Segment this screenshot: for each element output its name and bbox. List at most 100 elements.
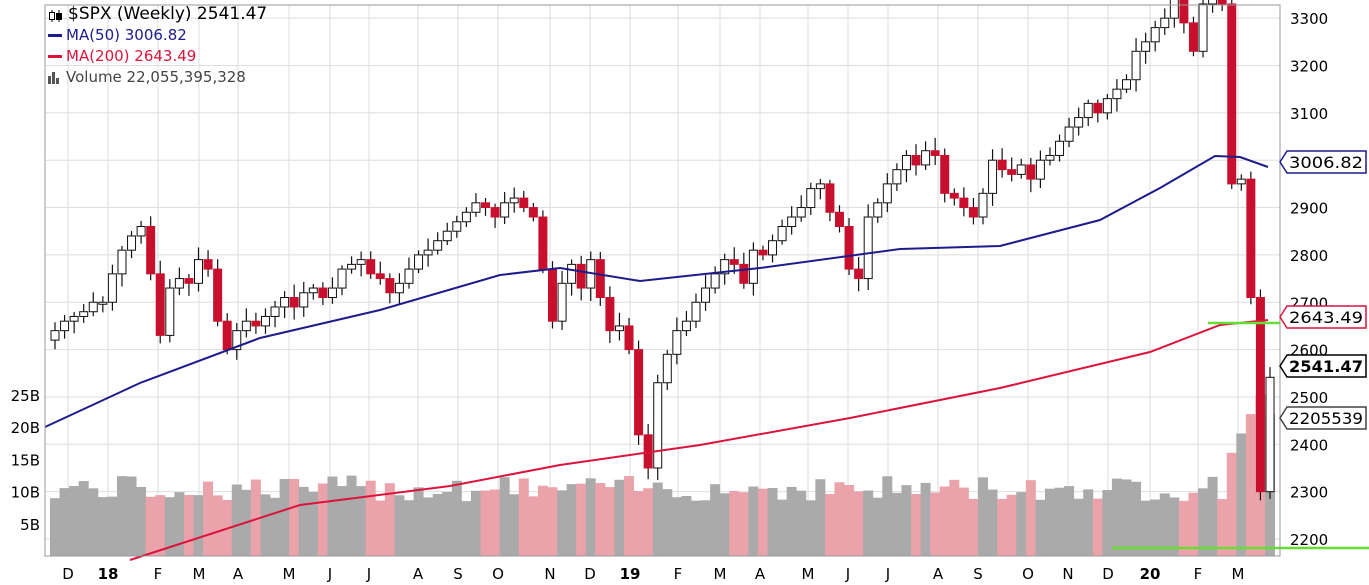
candle-body [1093, 102, 1103, 114]
volume-bar [1188, 492, 1199, 556]
candle-body [1169, 0, 1179, 19]
price-tick-label: 2300 [1290, 484, 1328, 502]
volume-bar [1111, 478, 1122, 556]
candle-body [1026, 164, 1036, 180]
volume-bar [1083, 489, 1094, 556]
month-label: J [327, 565, 332, 583]
candle-body [968, 207, 978, 218]
candle-body [222, 320, 232, 351]
volume-bars [50, 394, 1275, 556]
volume-bar [375, 500, 386, 556]
month-label: F [1194, 565, 1203, 583]
candle-body [471, 202, 481, 213]
volume-bar [97, 497, 108, 556]
candle-body [739, 263, 749, 284]
volume-bar [1054, 487, 1065, 556]
month-label: 18 [98, 565, 119, 583]
volume-bar [1006, 494, 1017, 556]
candle-body [787, 216, 797, 227]
candle-body [356, 259, 366, 265]
candle-body [528, 207, 538, 218]
month-label: N [544, 565, 555, 583]
volume-bar [987, 489, 998, 556]
candle-body [194, 259, 204, 284]
candle-body [1102, 98, 1112, 114]
volume-bar [796, 490, 807, 556]
candle-body [844, 225, 854, 270]
candle-body [213, 268, 223, 322]
candle-body [901, 154, 911, 171]
volume-bar [844, 484, 855, 556]
value-tags: 3006.82 2643.49 2541.47 2205539 [1279, 150, 1367, 430]
volume-bar [499, 477, 510, 556]
candle-body [289, 297, 299, 308]
candle-body [280, 297, 290, 308]
candle-body [50, 330, 60, 341]
volume-bar [327, 476, 338, 556]
volume-bar [710, 484, 721, 556]
volume-bar [432, 493, 443, 556]
volume-bar [384, 483, 395, 556]
candle-body [385, 278, 395, 294]
candle-body [1016, 164, 1026, 175]
month-label: S [973, 565, 983, 583]
candle-body [701, 287, 711, 303]
month-label: M [283, 565, 296, 583]
candle-body [949, 192, 959, 199]
candle-body [547, 268, 557, 322]
volume-tick-label: 20B [11, 419, 40, 437]
candle-body [1074, 117, 1084, 128]
candle-body [777, 225, 787, 242]
volume-bar [891, 492, 902, 556]
candle-body [60, 320, 70, 332]
volume-bar [604, 487, 615, 556]
volume-bar [719, 493, 730, 556]
candle-body [538, 216, 548, 270]
volume-bar [939, 486, 950, 556]
candle-body [997, 159, 1007, 171]
month-label: M [714, 565, 727, 583]
volume-bar [557, 490, 568, 556]
candlestick-icon [48, 8, 64, 22]
volume-bar [145, 496, 156, 556]
volume-bar [490, 489, 501, 556]
volume-bar [337, 486, 348, 556]
volume-bar [470, 490, 481, 556]
candle-body [672, 330, 682, 355]
volume-tick-label: 15B [11, 451, 40, 469]
volume-bar [920, 482, 931, 556]
candle-body [1055, 140, 1065, 156]
month-label: M [193, 565, 206, 583]
volume-bar [50, 498, 60, 556]
volume-bar [279, 479, 290, 556]
volume-bar [729, 490, 740, 556]
candle-body [442, 230, 452, 242]
volume-bar [738, 492, 749, 556]
candle-body [1141, 41, 1151, 52]
volume-bar [1064, 486, 1075, 556]
candle-body [1208, 0, 1218, 5]
volume-bar [1073, 498, 1084, 556]
candle-body [1064, 126, 1074, 142]
legend-ma200-text: MA(200) 2643.49 [66, 47, 197, 65]
candle-body [567, 263, 577, 284]
candle-body [806, 188, 816, 209]
candle-body [988, 159, 998, 194]
candle-body [691, 301, 701, 322]
volume-bar [1102, 490, 1113, 556]
candle-body [1217, 0, 1227, 5]
candle-body [863, 216, 873, 280]
volume-bar [365, 480, 376, 556]
volume-bar [1207, 476, 1218, 556]
volume-bar [1035, 499, 1046, 556]
candle-body [414, 254, 424, 270]
candle-body [959, 197, 969, 209]
volume-bar [767, 488, 778, 556]
candle-body [796, 207, 806, 218]
volume-bar [1159, 493, 1170, 556]
volume-bar [662, 489, 673, 556]
volume-bar [911, 494, 922, 556]
candle-body [653, 382, 663, 469]
volume-bar [1131, 481, 1142, 556]
candle-body [720, 259, 730, 275]
